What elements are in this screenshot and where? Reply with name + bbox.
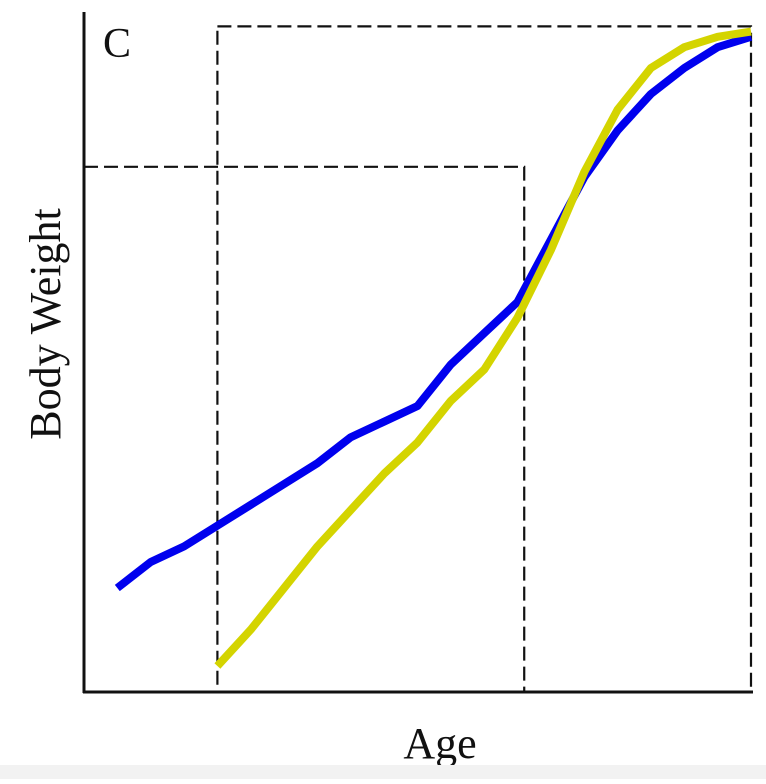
x-axis-label: Age xyxy=(403,719,476,768)
panel-label: C xyxy=(103,21,131,67)
bottom-strip xyxy=(0,765,766,779)
dashed-rectangle-1 xyxy=(82,165,526,694)
dashed-rectangle-2 xyxy=(216,25,753,694)
y-axis-label: Body Weight xyxy=(21,208,70,440)
series-lines xyxy=(114,27,753,669)
series-line-1 xyxy=(114,32,753,592)
dashed-rectangles xyxy=(82,25,753,694)
axes xyxy=(82,12,753,694)
series-line-2 xyxy=(214,27,752,669)
